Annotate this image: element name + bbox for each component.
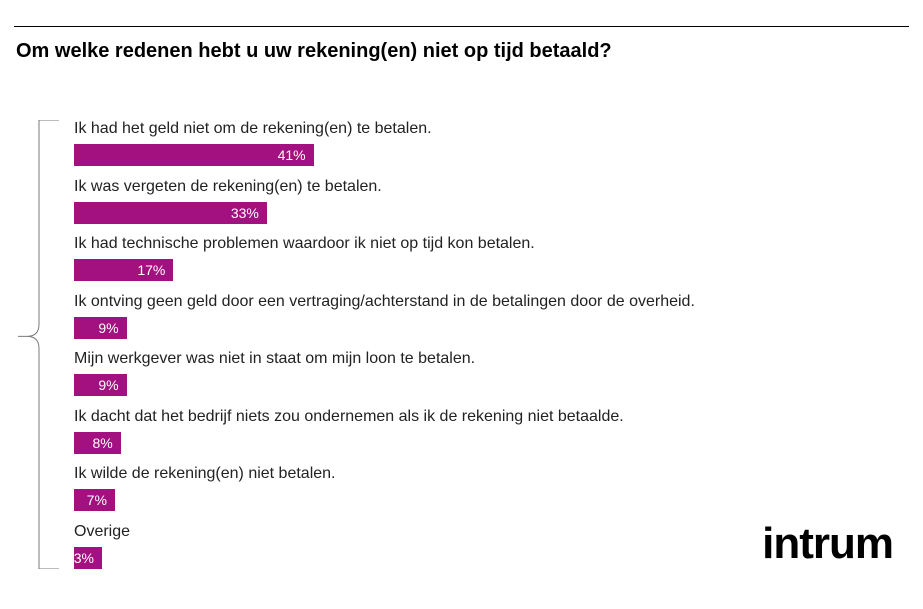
bar-label: Ik dacht dat het bedrijf niets zou onder… xyxy=(74,408,909,426)
bar-row: Mijn werkgever was niet in staat om mijn… xyxy=(74,350,909,396)
bar-track: 9% xyxy=(74,374,909,396)
bar-track: 7% xyxy=(74,489,909,511)
bar-value: 33% xyxy=(231,205,259,221)
bar-label: Ik had het geld niet om de rekening(en) … xyxy=(74,120,909,138)
intrum-logo: intrum xyxy=(762,519,893,569)
bar-track: 8% xyxy=(74,432,909,454)
top-divider xyxy=(14,26,909,27)
bar-label: Mijn werkgever was niet in staat om mijn… xyxy=(74,350,909,368)
bar-row: Ik had technische problemen waardoor ik … xyxy=(74,235,909,281)
bar-fill: 41% xyxy=(74,144,314,166)
bar-label: Ik had technische problemen waardoor ik … xyxy=(74,235,909,253)
bar-fill: 9% xyxy=(74,317,127,339)
bar-track: 33% xyxy=(74,202,909,224)
bar-row: Ik was vergeten de rekening(en) te betal… xyxy=(74,178,909,224)
chart-title: Om welke redenen hebt u uw rekening(en) … xyxy=(16,40,612,63)
bar-track: 17% xyxy=(74,259,909,281)
bar-fill: 3% xyxy=(74,547,102,569)
bar-label: Ik ontving geen geld door een vertraging… xyxy=(74,293,909,311)
bar-value: 7% xyxy=(87,492,107,508)
bar-row: Ik ontving geen geld door een vertraging… xyxy=(74,293,909,339)
bar-value: 9% xyxy=(98,320,118,336)
bar-value: 17% xyxy=(137,262,165,278)
bar-value: 8% xyxy=(93,435,113,451)
bar-track: 41% xyxy=(74,144,909,166)
bar-value: 9% xyxy=(98,377,118,393)
bar-row: Ik had het geld niet om de rekening(en) … xyxy=(74,120,909,166)
bar-row: Ik wilde de rekening(en) niet betalen. 7% xyxy=(74,465,909,511)
bar-rows-container: Ik had het geld niet om de rekening(en) … xyxy=(74,120,909,569)
bar-fill: 33% xyxy=(74,202,267,224)
bar-fill: 7% xyxy=(74,489,115,511)
bar-fill: 9% xyxy=(74,374,127,396)
bar-label: Ik wilde de rekening(en) niet betalen. xyxy=(74,465,909,483)
bar-value: 41% xyxy=(278,147,306,163)
bar-track: 9% xyxy=(74,317,909,339)
bar-fill: 17% xyxy=(74,259,173,281)
chart-area: Ik had het geld niet om de rekening(en) … xyxy=(14,120,909,569)
bar-fill: 8% xyxy=(74,432,121,454)
left-bracket xyxy=(14,120,64,569)
bar-row: Ik dacht dat het bedrijf niets zou onder… xyxy=(74,408,909,454)
bar-label: Ik was vergeten de rekening(en) te betal… xyxy=(74,178,909,196)
bar-value: 3% xyxy=(74,550,94,566)
